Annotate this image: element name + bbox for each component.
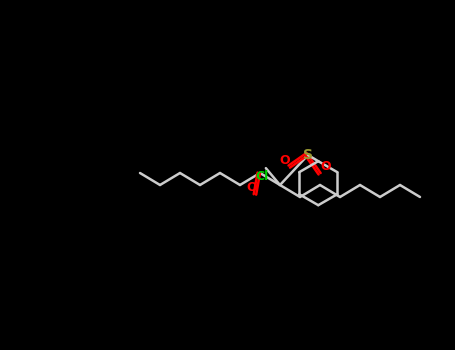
Text: Cl: Cl	[255, 170, 268, 183]
Text: S: S	[303, 148, 313, 162]
Text: O: O	[247, 181, 258, 194]
Text: O: O	[280, 154, 290, 167]
Text: O: O	[320, 160, 331, 173]
